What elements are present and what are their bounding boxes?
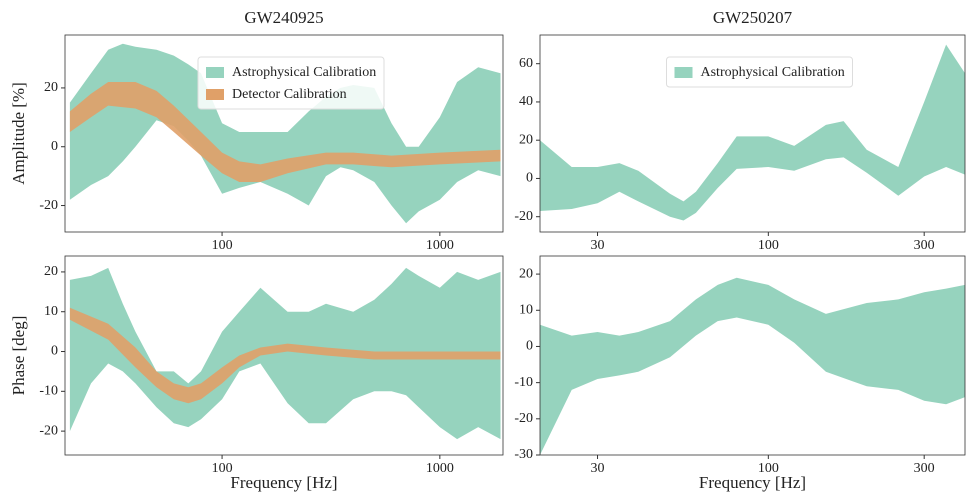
- y-tick-label: 60: [519, 56, 533, 71]
- plot-area: [540, 44, 965, 221]
- y-axis-label: Phase [deg]: [9, 316, 28, 396]
- axes-frame: [539, 34, 966, 233]
- axes-frame: [539, 255, 966, 456]
- x-tick-label: 30: [591, 461, 605, 476]
- y-tick-label: 0: [51, 139, 58, 154]
- plot-area: [69, 43, 501, 224]
- band: [540, 44, 965, 221]
- band: [69, 43, 501, 224]
- plot-area: [540, 277, 965, 455]
- x-tick-label: 100: [212, 461, 233, 476]
- band: [540, 277, 965, 455]
- legend-label: Astrophysical Calibration: [232, 65, 376, 80]
- x-axis-label: Frequency [Hz]: [230, 473, 337, 492]
- y-tick-label: 0: [526, 171, 533, 186]
- x-tick-label: 1000: [426, 461, 454, 476]
- y-tick-label: 20: [519, 266, 533, 281]
- legend-swatch: [206, 89, 224, 100]
- y-tick-label: 0: [51, 344, 58, 359]
- legend-swatch: [206, 67, 224, 78]
- y-tick-label: -20: [514, 209, 533, 224]
- axes-frame: [64, 34, 504, 233]
- plot-area: [69, 267, 501, 440]
- chart-title: GW250207: [713, 8, 793, 27]
- y-tick-label: -30: [514, 447, 533, 462]
- chart-title: GW240925: [244, 8, 323, 27]
- y-tick-label: 10: [44, 304, 58, 319]
- y-tick-label: -10: [514, 375, 533, 390]
- y-tick-label: -20: [39, 423, 58, 438]
- legend-box: [197, 56, 385, 110]
- x-tick-label: 300: [914, 238, 935, 253]
- y-tick-label: 0: [526, 339, 533, 354]
- band: [69, 307, 501, 404]
- legend-swatch: [674, 67, 693, 78]
- y-tick-label: -20: [514, 411, 533, 426]
- legend-box: [666, 56, 853, 88]
- axes-frame: [64, 255, 504, 456]
- x-axis-label: Frequency [Hz]: [699, 473, 806, 492]
- y-tick-label: -10: [39, 384, 58, 399]
- y-tick-label: 20: [44, 80, 58, 95]
- y-tick-label: 20: [519, 132, 533, 147]
- legend-label: Astrophysical Calibration: [701, 65, 845, 80]
- x-tick-label: 30: [591, 238, 605, 253]
- legend-label: Detector Calibration: [232, 87, 347, 102]
- y-tick-label: 20: [44, 264, 58, 279]
- y-tick-label: -20: [39, 198, 58, 213]
- x-tick-label: 100: [212, 238, 233, 253]
- band: [69, 82, 501, 182]
- x-tick-label: 300: [914, 461, 935, 476]
- y-tick-label: 40: [519, 94, 533, 109]
- x-tick-label: 100: [758, 461, 779, 476]
- y-axis-label: Amplitude [%]: [9, 82, 28, 184]
- x-tick-label: 100: [758, 238, 779, 253]
- y-tick-label: 10: [519, 302, 533, 317]
- x-tick-label: 1000: [426, 238, 454, 253]
